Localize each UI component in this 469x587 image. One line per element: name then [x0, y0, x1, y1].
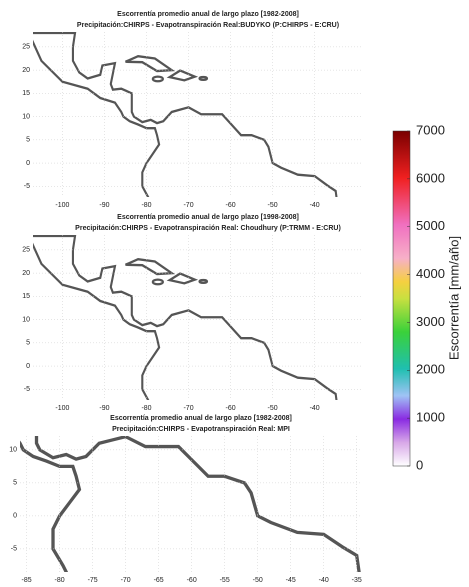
x-tick-label: -70 [121, 577, 131, 584]
y-tick-label: -5 [24, 386, 30, 393]
x-tick-label: -75 [88, 577, 98, 584]
x-tick-label: -50 [268, 202, 278, 209]
x-tick-label: -90 [99, 202, 109, 209]
x-tick-label: -70 [183, 202, 193, 209]
y-tick-label: -5 [24, 183, 30, 190]
x-tick-label: -55 [220, 577, 230, 584]
x-tick-label: -100 [55, 405, 69, 412]
panel-title: Escorrentía promedio anual de largo plaz… [117, 214, 299, 221]
colorbar [392, 130, 411, 467]
x-tick-label: -35 [352, 577, 362, 584]
colorbar-tick-label: 4000 [416, 266, 445, 281]
x-tick-label: -60 [187, 577, 197, 584]
y-tick-label: 20 [22, 270, 30, 277]
x-tick-label: -50 [268, 405, 278, 412]
colorbar-tick-label: 0 [416, 457, 423, 472]
y-tick-label: 0 [26, 363, 30, 370]
colorbar-tick-label: 2000 [416, 362, 445, 377]
panel-title: Precipitación:CHIRPS - Evapotranspiració… [112, 426, 290, 433]
x-tick-label: -80 [141, 202, 151, 209]
y-tick-label: 5 [13, 480, 17, 487]
x-tick-label: -40 [310, 202, 320, 209]
y-tick-label: 0 [26, 160, 30, 167]
y-tick-label: 25 [22, 44, 30, 51]
colorbar-tick-label: 3000 [416, 314, 445, 329]
y-tick-label: 5 [26, 137, 30, 144]
panel-title: Precipitación:CHIRPS - Evapotranspiració… [77, 22, 339, 29]
x-tick-label: -80 [141, 405, 151, 412]
x-tick-label: -40 [319, 577, 329, 584]
panel-title: Escorrentía promedio anual de largo plaz… [110, 415, 292, 422]
x-tick-label: -60 [226, 405, 236, 412]
y-tick-label: 20 [22, 67, 30, 74]
x-tick-label: -100 [55, 202, 69, 209]
x-tick-label: -45 [286, 577, 296, 584]
y-tick-label: 25 [22, 247, 30, 254]
colorbar-label: Escorrentía [mm/año] [446, 236, 461, 360]
x-tick-label: -70 [183, 405, 193, 412]
colorbar-tick-label: 1000 [416, 410, 445, 425]
colorbar-tick-label: 5000 [416, 218, 445, 233]
y-tick-label: 10 [22, 316, 30, 323]
y-tick-label: 15 [22, 293, 30, 300]
x-tick-label: -90 [99, 405, 109, 412]
x-tick-label: -60 [226, 202, 236, 209]
y-tick-label: 10 [9, 447, 17, 454]
colorbar-tick-label: 6000 [416, 170, 445, 185]
panel-title: Escorrentía promedio anual de largo plaz… [117, 11, 299, 18]
y-tick-label: 0 [13, 513, 17, 520]
x-tick-label: -50 [253, 577, 263, 584]
y-tick-label: 15 [22, 90, 30, 97]
y-tick-label: 10 [22, 113, 30, 120]
y-tick-label: 5 [26, 340, 30, 347]
y-tick-label: -5 [11, 546, 17, 553]
x-tick-label: -80 [55, 577, 65, 584]
panel-title: Precipitación:CHIRPS - Evapotranspiració… [75, 225, 341, 232]
x-tick-label: -85 [22, 577, 32, 584]
colorbar-tick-label: 7000 [416, 122, 445, 137]
x-tick-label: -40 [310, 405, 320, 412]
x-tick-label: -65 [154, 577, 164, 584]
